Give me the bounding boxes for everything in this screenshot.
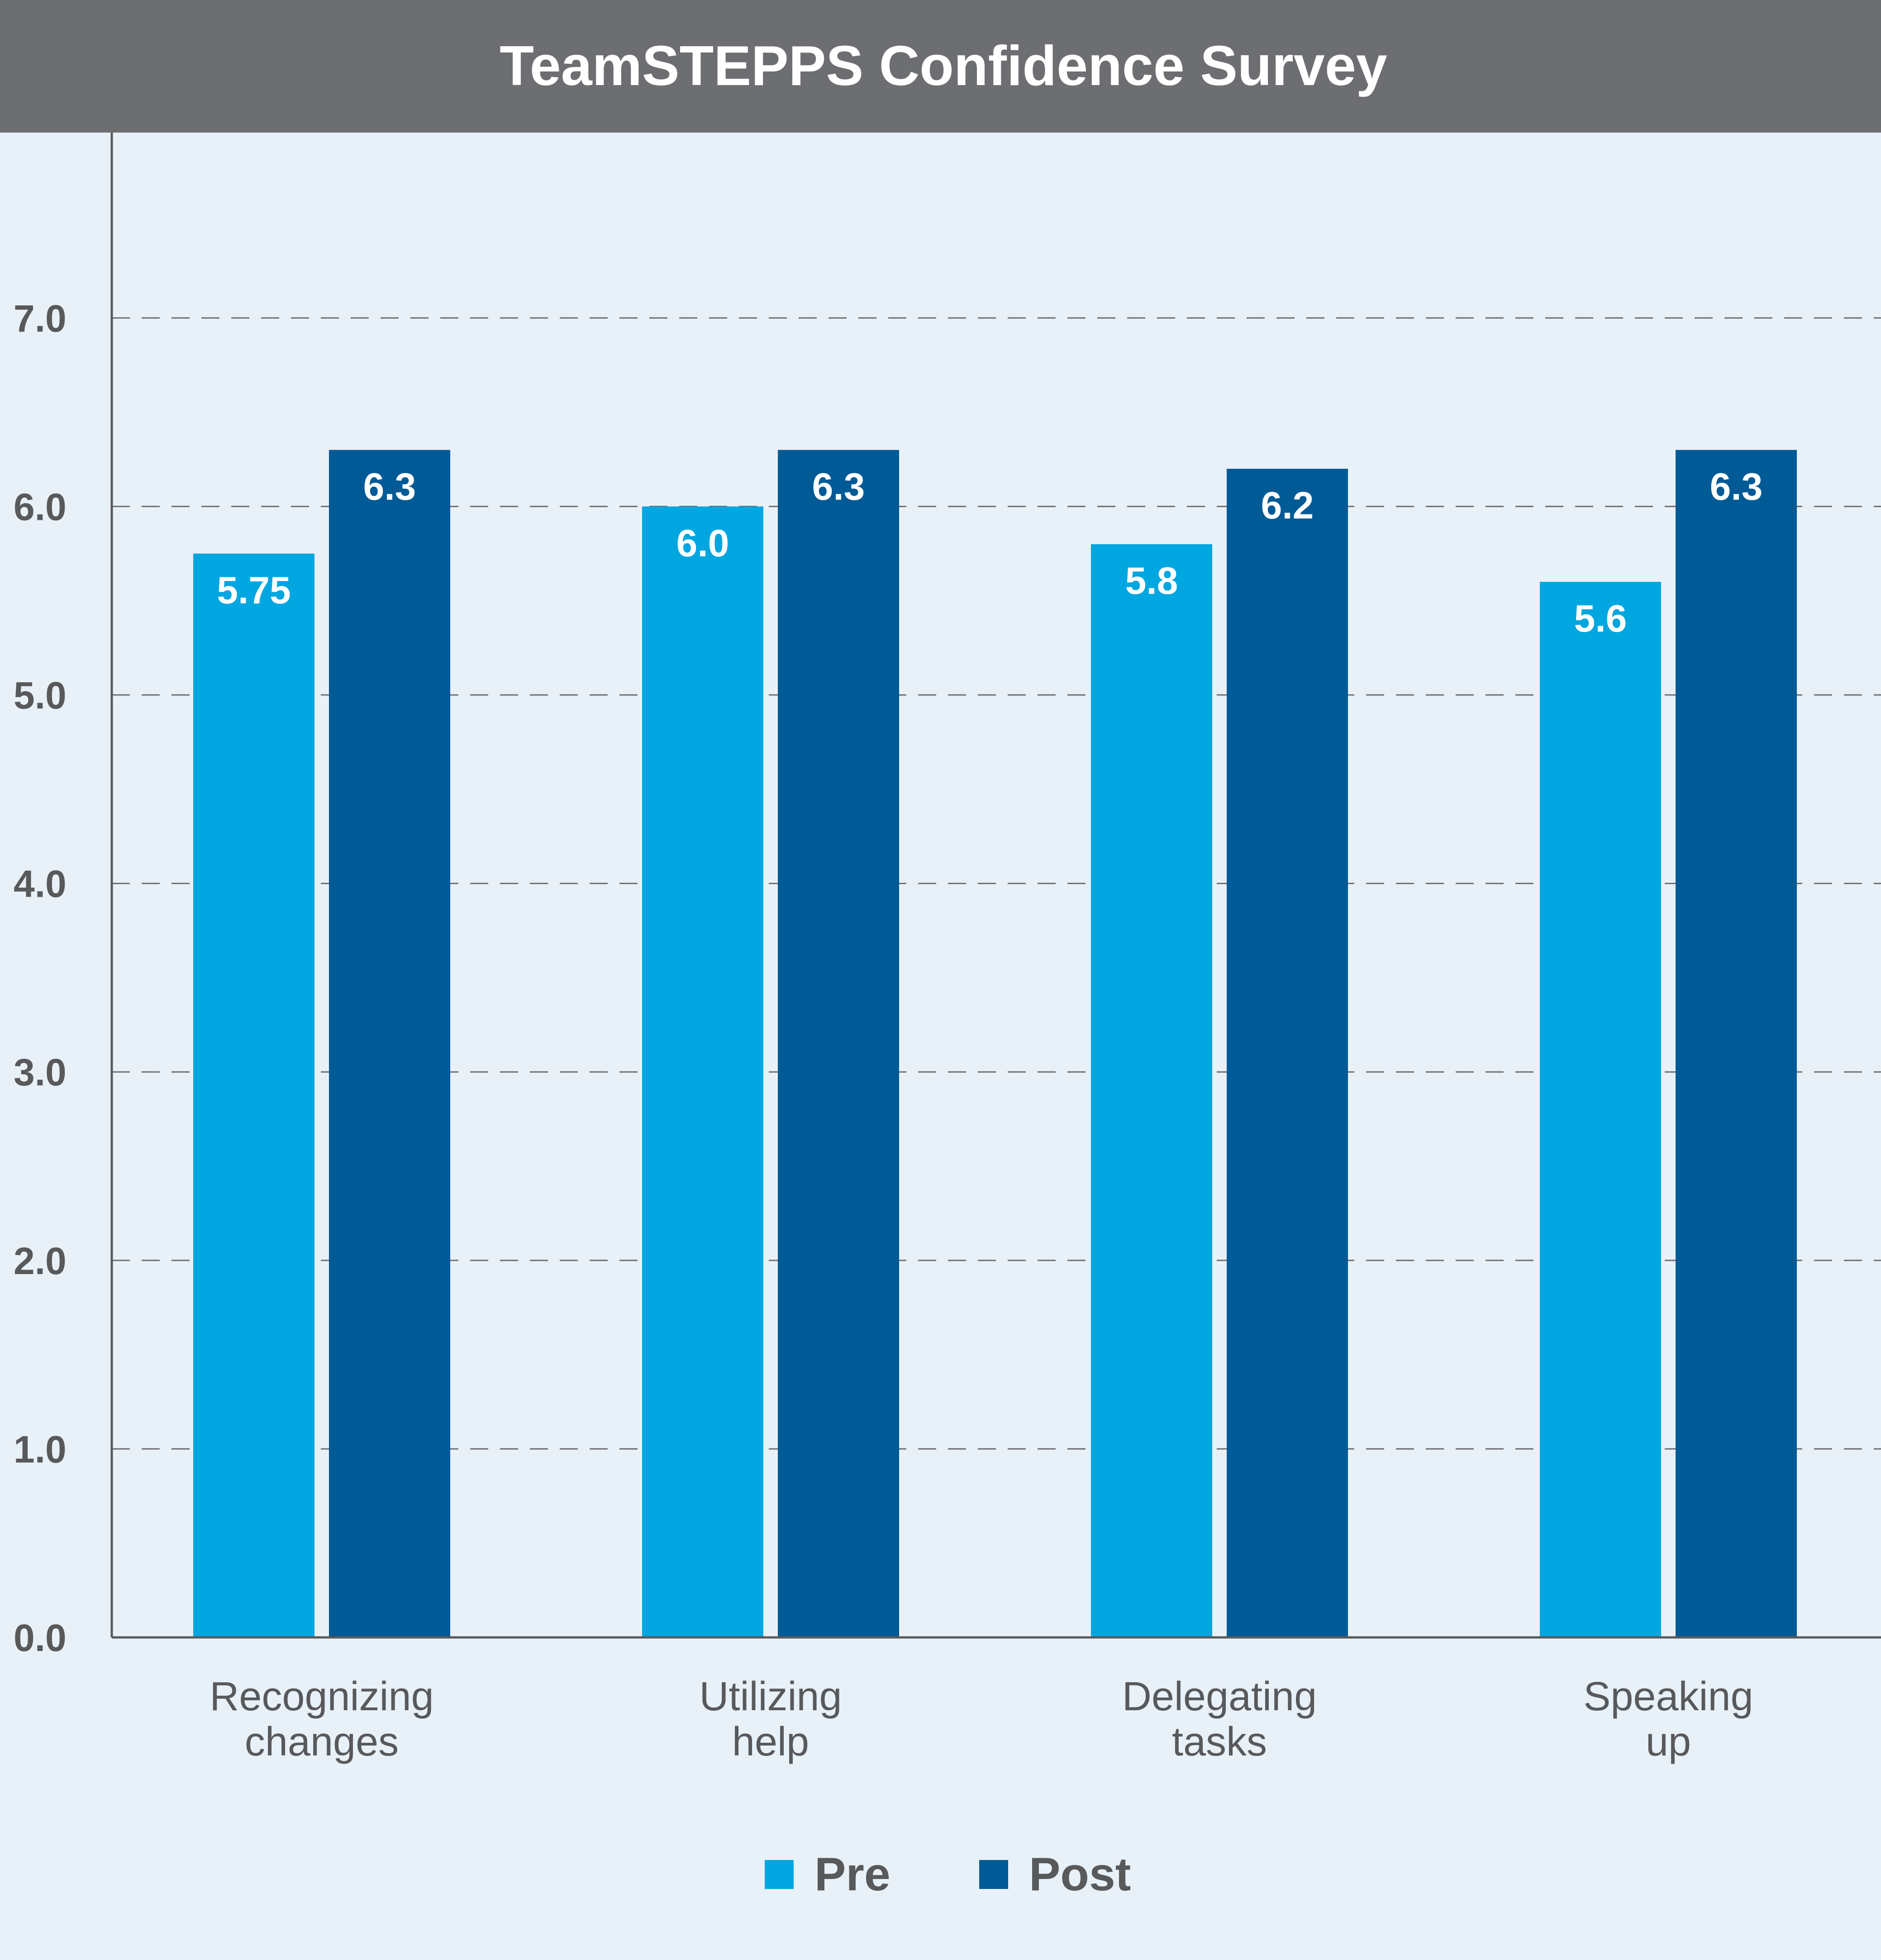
data-label: 6.3 (363, 465, 416, 508)
data-label: 5.6 (1574, 597, 1627, 640)
data-label: 6.3 (1710, 465, 1763, 508)
x-tick-label: tasks (1172, 1719, 1267, 1765)
legend-swatch-post (979, 1860, 1008, 1889)
legend-swatch-pre (765, 1860, 794, 1889)
bar-pre (642, 506, 763, 1638)
x-tick-label: Recognizing (210, 1674, 433, 1719)
y-tick-label: 2.0 (14, 1240, 67, 1282)
data-label: 6.2 (1261, 484, 1314, 527)
y-tick-label: 0.0 (14, 1617, 67, 1659)
legend: Pre Post (765, 1848, 1131, 1901)
bar-pre (193, 553, 314, 1637)
title-bar (0, 0, 1881, 133)
bar-post (1227, 469, 1348, 1637)
x-tick-label: up (1646, 1719, 1691, 1765)
y-axis-ticks: 0.0 1.0 2.0 3.0 4.0 5.0 6.0 7.0 (14, 297, 67, 1659)
bars (193, 450, 1797, 1638)
legend-label: Post (1029, 1848, 1131, 1901)
y-tick-label: 6.0 (14, 485, 67, 528)
bar-post (1676, 450, 1797, 1638)
x-tick-label: Delegating (1122, 1674, 1317, 1719)
y-tick-label: 3.0 (14, 1051, 67, 1094)
bar-post (778, 450, 899, 1638)
bar-pre (1540, 582, 1661, 1637)
data-label: 5.75 (217, 569, 291, 612)
data-label: 5.8 (1125, 560, 1178, 602)
y-tick-label: 5.0 (14, 674, 67, 717)
y-tick-label: 4.0 (14, 863, 67, 905)
bar-post (329, 450, 450, 1638)
y-tick-label: 1.0 (14, 1428, 67, 1470)
y-tick-label: 7.0 (14, 297, 67, 340)
bar-pre (1091, 544, 1212, 1637)
x-tick-label: changes (245, 1719, 399, 1765)
axes (110, 133, 1881, 1639)
x-tick-label: Speaking (1583, 1674, 1753, 1719)
legend-label: Pre (814, 1848, 890, 1901)
x-tick-label: help (732, 1719, 809, 1765)
chart-title: TeamSTEPPS Confidence Survey (500, 35, 1387, 97)
value-labels: 5.75 6.3 6.0 6.3 5.8 6.2 5.6 6.3 (217, 465, 1762, 640)
x-tick-label: Utilizing (699, 1674, 842, 1719)
data-label: 6.0 (676, 522, 729, 564)
data-label: 6.3 (812, 465, 865, 508)
